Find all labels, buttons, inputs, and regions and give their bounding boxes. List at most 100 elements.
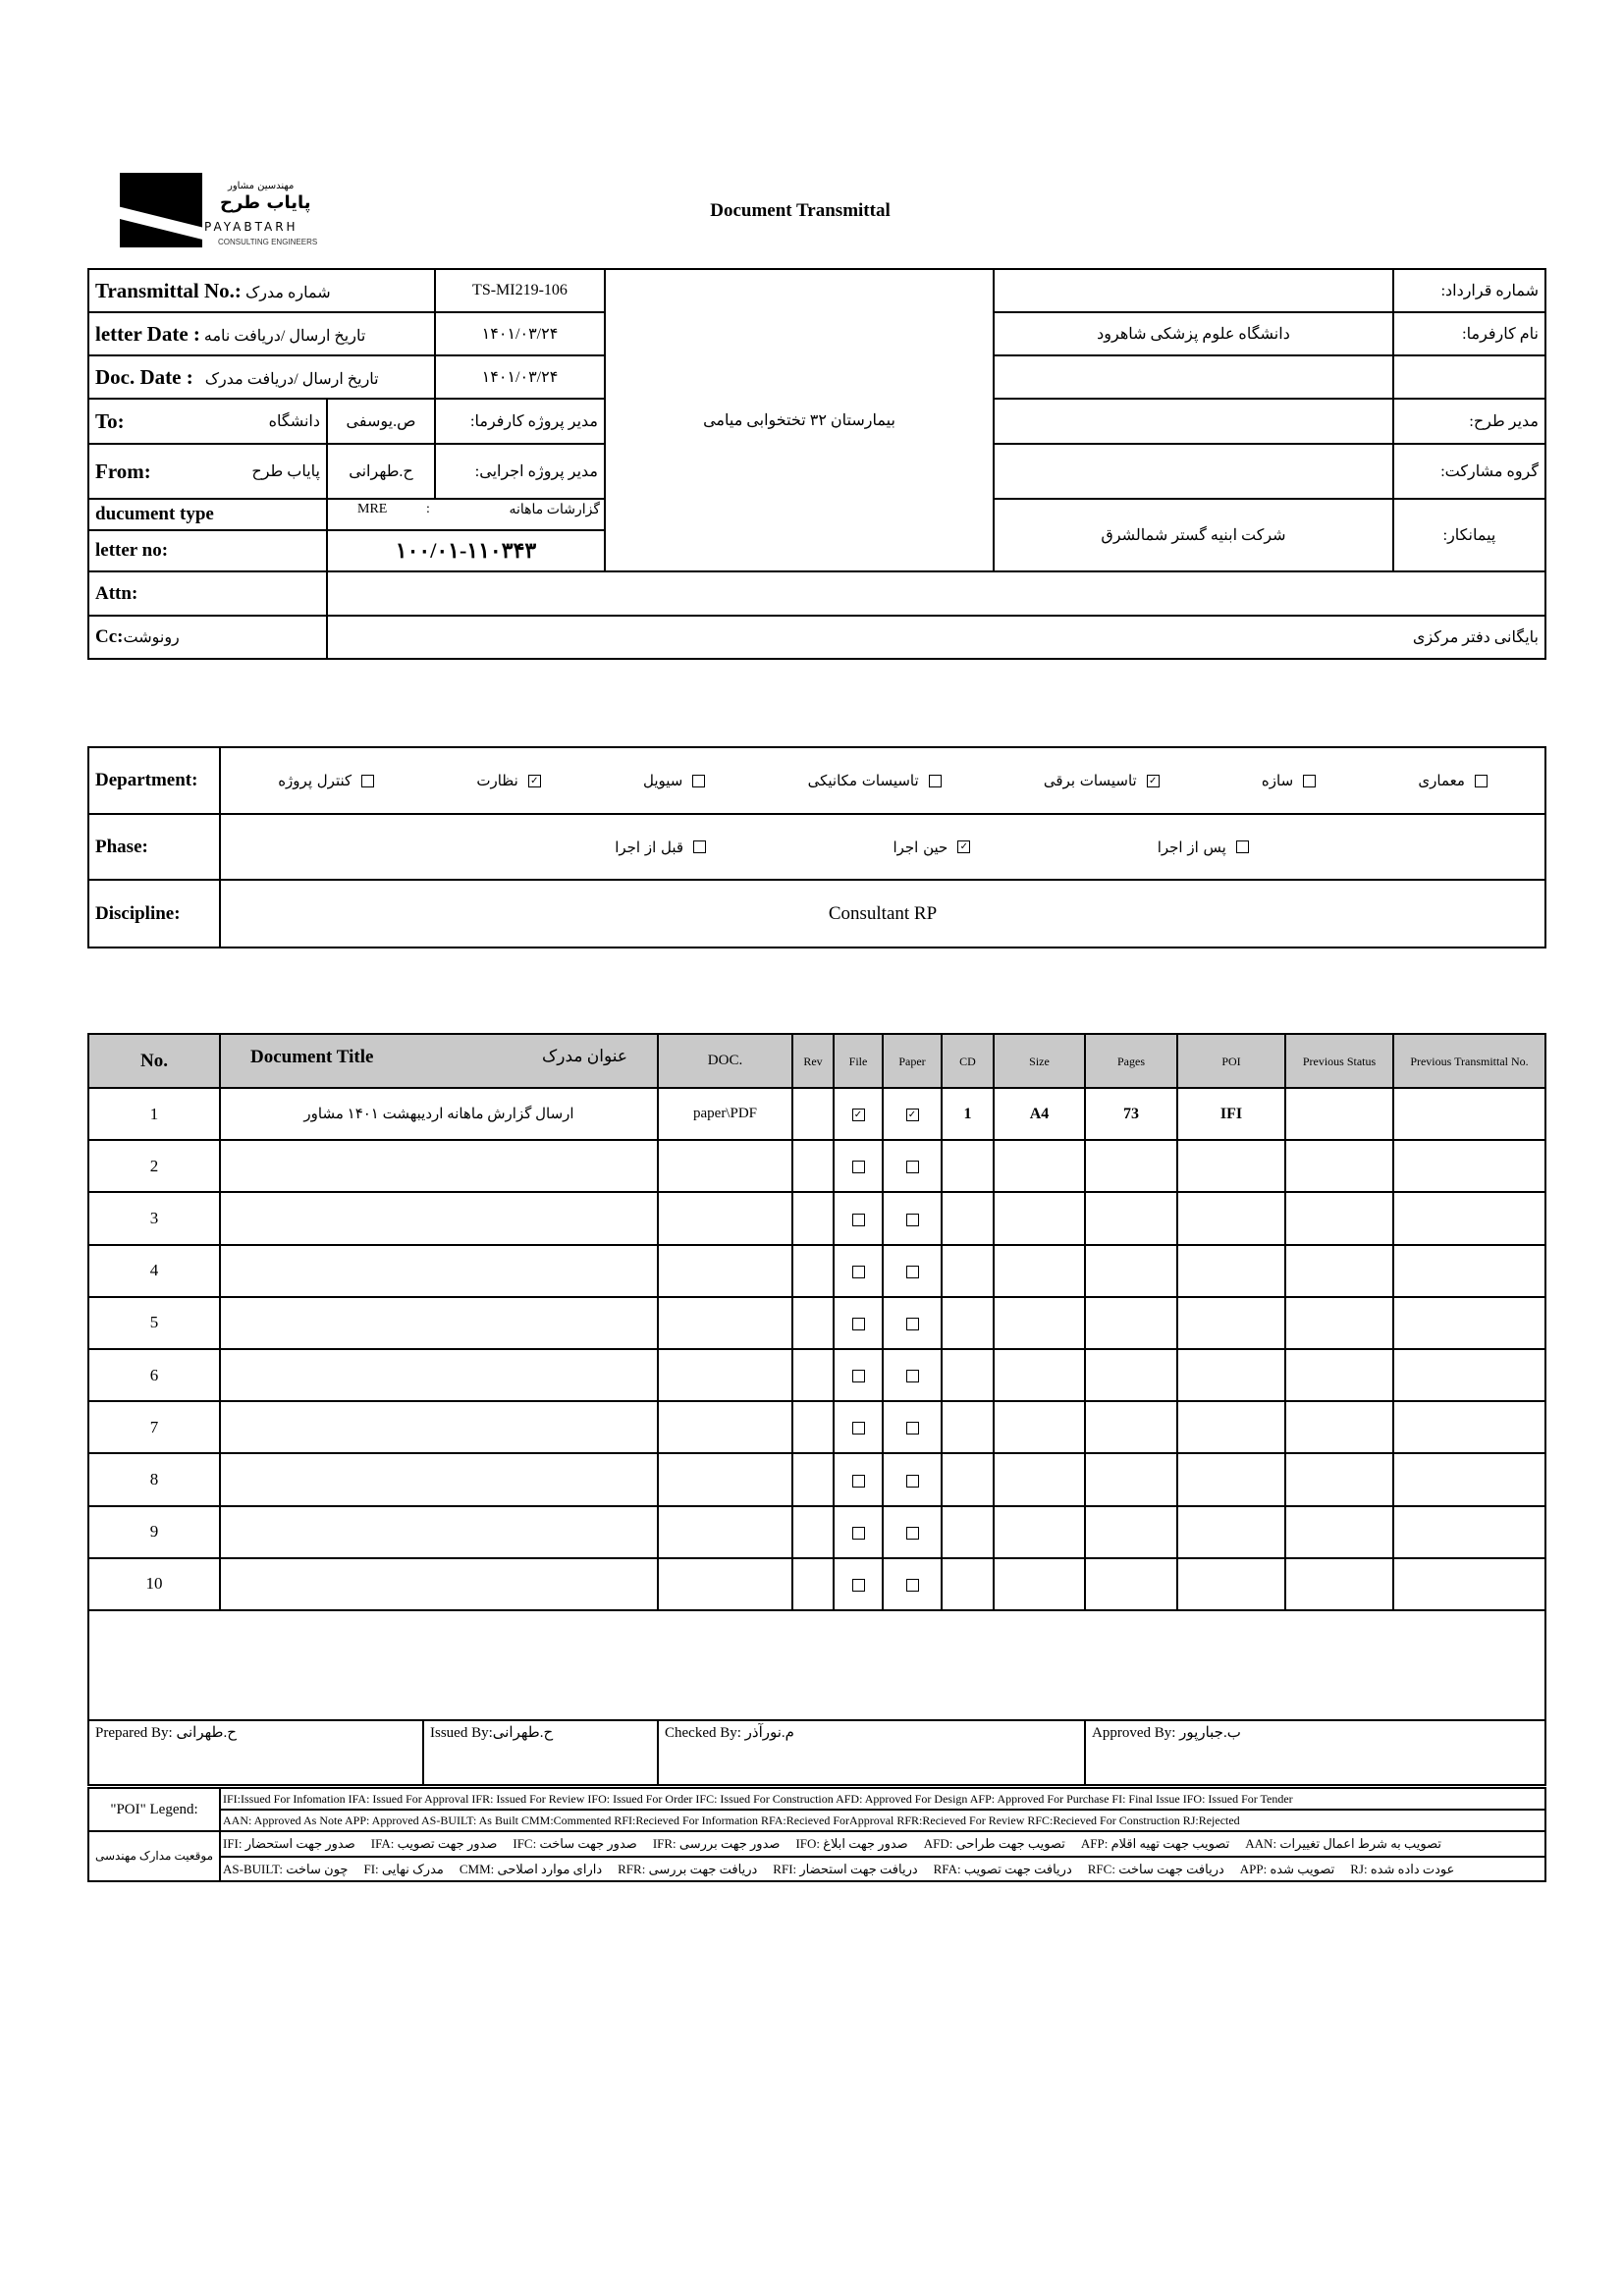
status-legend-item: IFA: صدور جهت تصویب [370, 1836, 498, 1851]
option-departments[interactable]: کنترل پروژه [278, 772, 375, 789]
status-legend-item: AAN: تصویب به شرط اعمال تغییرات [1245, 1836, 1442, 1851]
status-legend-line: IFI: صدور جهت استحضار IFA: صدور جهت تصویب… [219, 1830, 1546, 1858]
cell-no: 8 [87, 1452, 221, 1507]
checkbox[interactable] [851, 1422, 865, 1435]
cell-doc [657, 1452, 793, 1507]
cell-pages [1084, 1243, 1178, 1298]
contractor-value: شرکت ابنیه گستر شمالشرق [993, 498, 1394, 572]
option-departments[interactable]: ✓ تاسیسات برقی [1044, 772, 1160, 789]
checkbox[interactable] [905, 1422, 919, 1435]
cell-rev [791, 1191, 835, 1246]
option-departments[interactable]: ✓ نظارت [476, 772, 541, 789]
option-label: قبل از اجرا [615, 838, 684, 856]
cell-poi [1176, 1295, 1286, 1350]
checkbox[interactable] [693, 840, 707, 853]
checkbox[interactable] [905, 1370, 919, 1383]
checkbox[interactable] [851, 1526, 865, 1540]
pm-value [993, 398, 1394, 445]
transmittal-no-value: TS-MI219-106 [434, 268, 606, 313]
option-label: سیویل [643, 772, 683, 789]
cell-cd [941, 1191, 995, 1246]
table-row: 3 [87, 1191, 1546, 1246]
cell-file [833, 1452, 884, 1507]
option-departments[interactable]: معماری [1418, 772, 1488, 789]
checkbox[interactable] [905, 1213, 919, 1226]
option-phases[interactable]: قبل از اجرا [615, 838, 707, 856]
table-row: 5 [87, 1295, 1546, 1350]
checkbox[interactable] [851, 1213, 865, 1226]
cell-pages [1084, 1452, 1178, 1507]
checkbox[interactable] [905, 1265, 919, 1278]
checkbox[interactable] [851, 1370, 865, 1383]
cell-size [993, 1452, 1086, 1507]
option-departments[interactable]: سازه [1262, 772, 1317, 789]
cell-prev-status [1284, 1400, 1394, 1455]
checked-checkbox[interactable]: ✓ [905, 1109, 919, 1122]
checkbox[interactable] [851, 1161, 865, 1174]
checkbox[interactable] [905, 1161, 919, 1174]
option-departments[interactable]: سیویل [643, 772, 706, 789]
cell-title [219, 1243, 659, 1298]
checkbox[interactable] [905, 1526, 919, 1540]
checked-checkbox[interactable]: ✓ [851, 1109, 865, 1122]
checkbox[interactable] [905, 1474, 919, 1488]
checked-checkbox[interactable]: ✓ [957, 840, 971, 853]
cell-prev-status [1284, 1295, 1394, 1350]
table-row: 2 [87, 1139, 1546, 1194]
cell-prev-transmittal [1392, 1400, 1546, 1455]
checkbox[interactable] [851, 1474, 865, 1488]
blank-value [993, 354, 1394, 400]
col-rev: Rev [791, 1033, 835, 1089]
option-phases[interactable]: ✓ حین اجرا [893, 839, 971, 856]
cell-cd: 1 [941, 1086, 995, 1142]
cell-poi [1176, 1191, 1286, 1246]
cell-prev-transmittal [1392, 1556, 1546, 1611]
cell-doc [657, 1139, 793, 1194]
col-file: File [833, 1033, 884, 1089]
checkbox[interactable] [851, 1265, 865, 1278]
phase-label: Phase: [87, 813, 221, 881]
col-title: Document Title عنوان مدرک [219, 1033, 659, 1089]
discipline-value: Consultant RP [219, 879, 1546, 948]
checkbox[interactable] [851, 1317, 865, 1330]
cell-doc [657, 1400, 793, 1455]
checkbox[interactable] [692, 774, 706, 787]
status-legend-item: AS-BUILT: چون ساخت [223, 1861, 349, 1876]
col-size: Size [993, 1033, 1086, 1089]
contractor-label: پیمانکار: [1392, 498, 1546, 572]
checked-checkbox[interactable]: ✓ [527, 774, 541, 787]
cell-prev-status [1284, 1086, 1394, 1142]
doctype-value: MRE : گزارشات ماهانه [326, 498, 606, 531]
checkbox[interactable] [905, 1317, 919, 1330]
cell-title [219, 1452, 659, 1507]
option-phases[interactable]: پس از اجرا [1158, 839, 1249, 856]
cell-prev-transmittal [1392, 1191, 1546, 1246]
checkbox[interactable] [1474, 774, 1488, 787]
partner-value [993, 443, 1394, 500]
checkbox[interactable] [928, 774, 942, 787]
status-legend-item: RFC: دریافت جهت ساخت [1087, 1861, 1224, 1876]
cell-pages [1084, 1556, 1178, 1611]
checkbox[interactable] [905, 1578, 919, 1592]
cell-cd [941, 1139, 995, 1194]
cell-prev-transmittal [1392, 1504, 1546, 1559]
checkbox[interactable] [361, 774, 375, 787]
checkbox[interactable] [1303, 774, 1317, 787]
checkbox[interactable] [851, 1578, 865, 1592]
cell-rev [791, 1243, 835, 1298]
cell-pages [1084, 1191, 1178, 1246]
option-departments[interactable]: تاسیسات مکانیکی [808, 772, 942, 789]
contract-value [993, 268, 1394, 313]
project-name: بیمارستان ۳۲ تختخوابی میامی [604, 268, 995, 572]
cell-prev-transmittal [1392, 1347, 1546, 1403]
cell-cd [941, 1556, 995, 1611]
checked-checkbox[interactable]: ✓ [1146, 774, 1160, 787]
cell-paper [882, 1556, 943, 1611]
cell-rev [791, 1139, 835, 1194]
poi-legend-label: "POI" Legend: [87, 1787, 221, 1832]
cell-size [993, 1295, 1086, 1350]
cell-prev-transmittal [1392, 1243, 1546, 1298]
cell-paper [882, 1243, 943, 1298]
option-label: تاسیسات برقی [1043, 772, 1137, 789]
checkbox[interactable] [1235, 840, 1249, 853]
